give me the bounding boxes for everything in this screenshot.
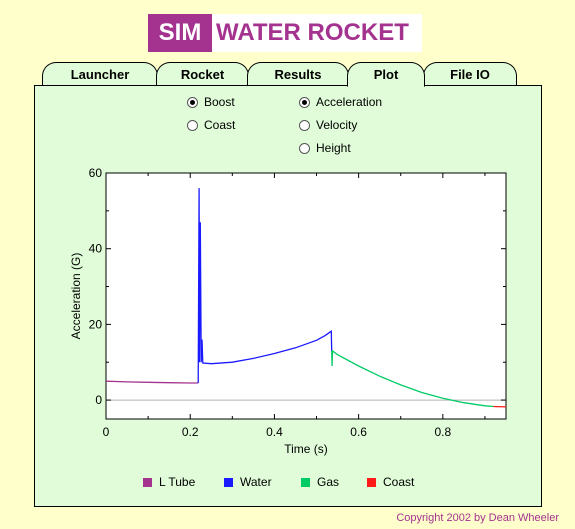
legend-gas-label: Gas — [317, 475, 340, 489]
plot-area — [105, 172, 507, 420]
x-tick-label: 0.2 — [182, 425, 199, 439]
legend-water-label: Water — [240, 475, 272, 489]
legend-coast-label: Coast — [383, 475, 415, 489]
tab-plot[interactable]: Plot — [347, 62, 425, 87]
legend-swatch — [224, 477, 233, 487]
tab-file-io[interactable]: File IO — [423, 62, 517, 86]
radio-boost-label: Boost — [204, 95, 235, 109]
radio-height-label: Height — [316, 141, 351, 155]
title-sim-badge: SIM — [148, 14, 212, 52]
radio-coast-label: Coast — [204, 118, 236, 132]
legend-water: Water — [224, 475, 272, 489]
radio-velocity-label: Velocity — [316, 118, 358, 132]
radio-acceleration-label: Acceleration — [316, 95, 383, 109]
radio-boost[interactable]: Boost — [187, 95, 235, 109]
copyright-text: Copyright 2002 by Dean Wheeler — [396, 512, 559, 524]
x-tick-label: 0.8 — [434, 425, 451, 439]
plot-panel: Boost Coast Acceleration Velocity Height… — [34, 85, 542, 507]
y-tick-label: 40 — [89, 242, 103, 256]
y-tick-label: 0 — [95, 393, 102, 407]
x-axis-label: Time (s) — [284, 442, 328, 456]
legend-l-tube: L Tube — [143, 475, 195, 489]
y-tick-label: 60 — [89, 166, 103, 180]
y-tick-label: 20 — [89, 317, 103, 331]
y-axis-label: Acceleration (G) — [69, 253, 83, 340]
title-text: WATER ROCKET — [216, 19, 409, 46]
radio-dot — [299, 96, 310, 108]
tab-rocket[interactable]: Rocket — [156, 62, 249, 86]
series-line-gas — [331, 349, 494, 408]
x-tick-label: 0.6 — [350, 425, 367, 439]
legend-swatch — [367, 477, 376, 487]
legend-gas: Gas — [301, 475, 339, 489]
radio-dot — [299, 142, 310, 154]
tab-results[interactable]: Results — [247, 62, 349, 86]
radio-velocity[interactable]: Velocity — [299, 118, 357, 132]
legend-swatch — [301, 477, 310, 487]
radio-dot — [299, 119, 310, 131]
x-tick-label: 0 — [103, 425, 110, 439]
acceleration-chart: 0 0.2 0.4 0.6 0.8 0 20 40 60 Time (s) Accelerat… — [69, 166, 507, 456]
series-line-l-tube — [105, 380, 199, 384]
x-tick-label: 0.4 — [266, 425, 283, 439]
tab-launcher[interactable]: Launcher — [42, 62, 158, 86]
legend-coast: Coast — [367, 475, 414, 489]
title-banner: SIM WATER ROCKET — [148, 14, 422, 52]
radio-dot — [187, 119, 198, 131]
radio-coast[interactable]: Coast — [187, 118, 235, 132]
radio-height[interactable]: Height — [299, 141, 351, 155]
radio-acceleration[interactable]: Acceleration — [299, 95, 382, 109]
radio-dot — [187, 96, 198, 108]
series-line-water — [197, 188, 333, 384]
legend-l-tube-label: L Tube — [159, 475, 196, 489]
legend-swatch — [143, 477, 152, 487]
